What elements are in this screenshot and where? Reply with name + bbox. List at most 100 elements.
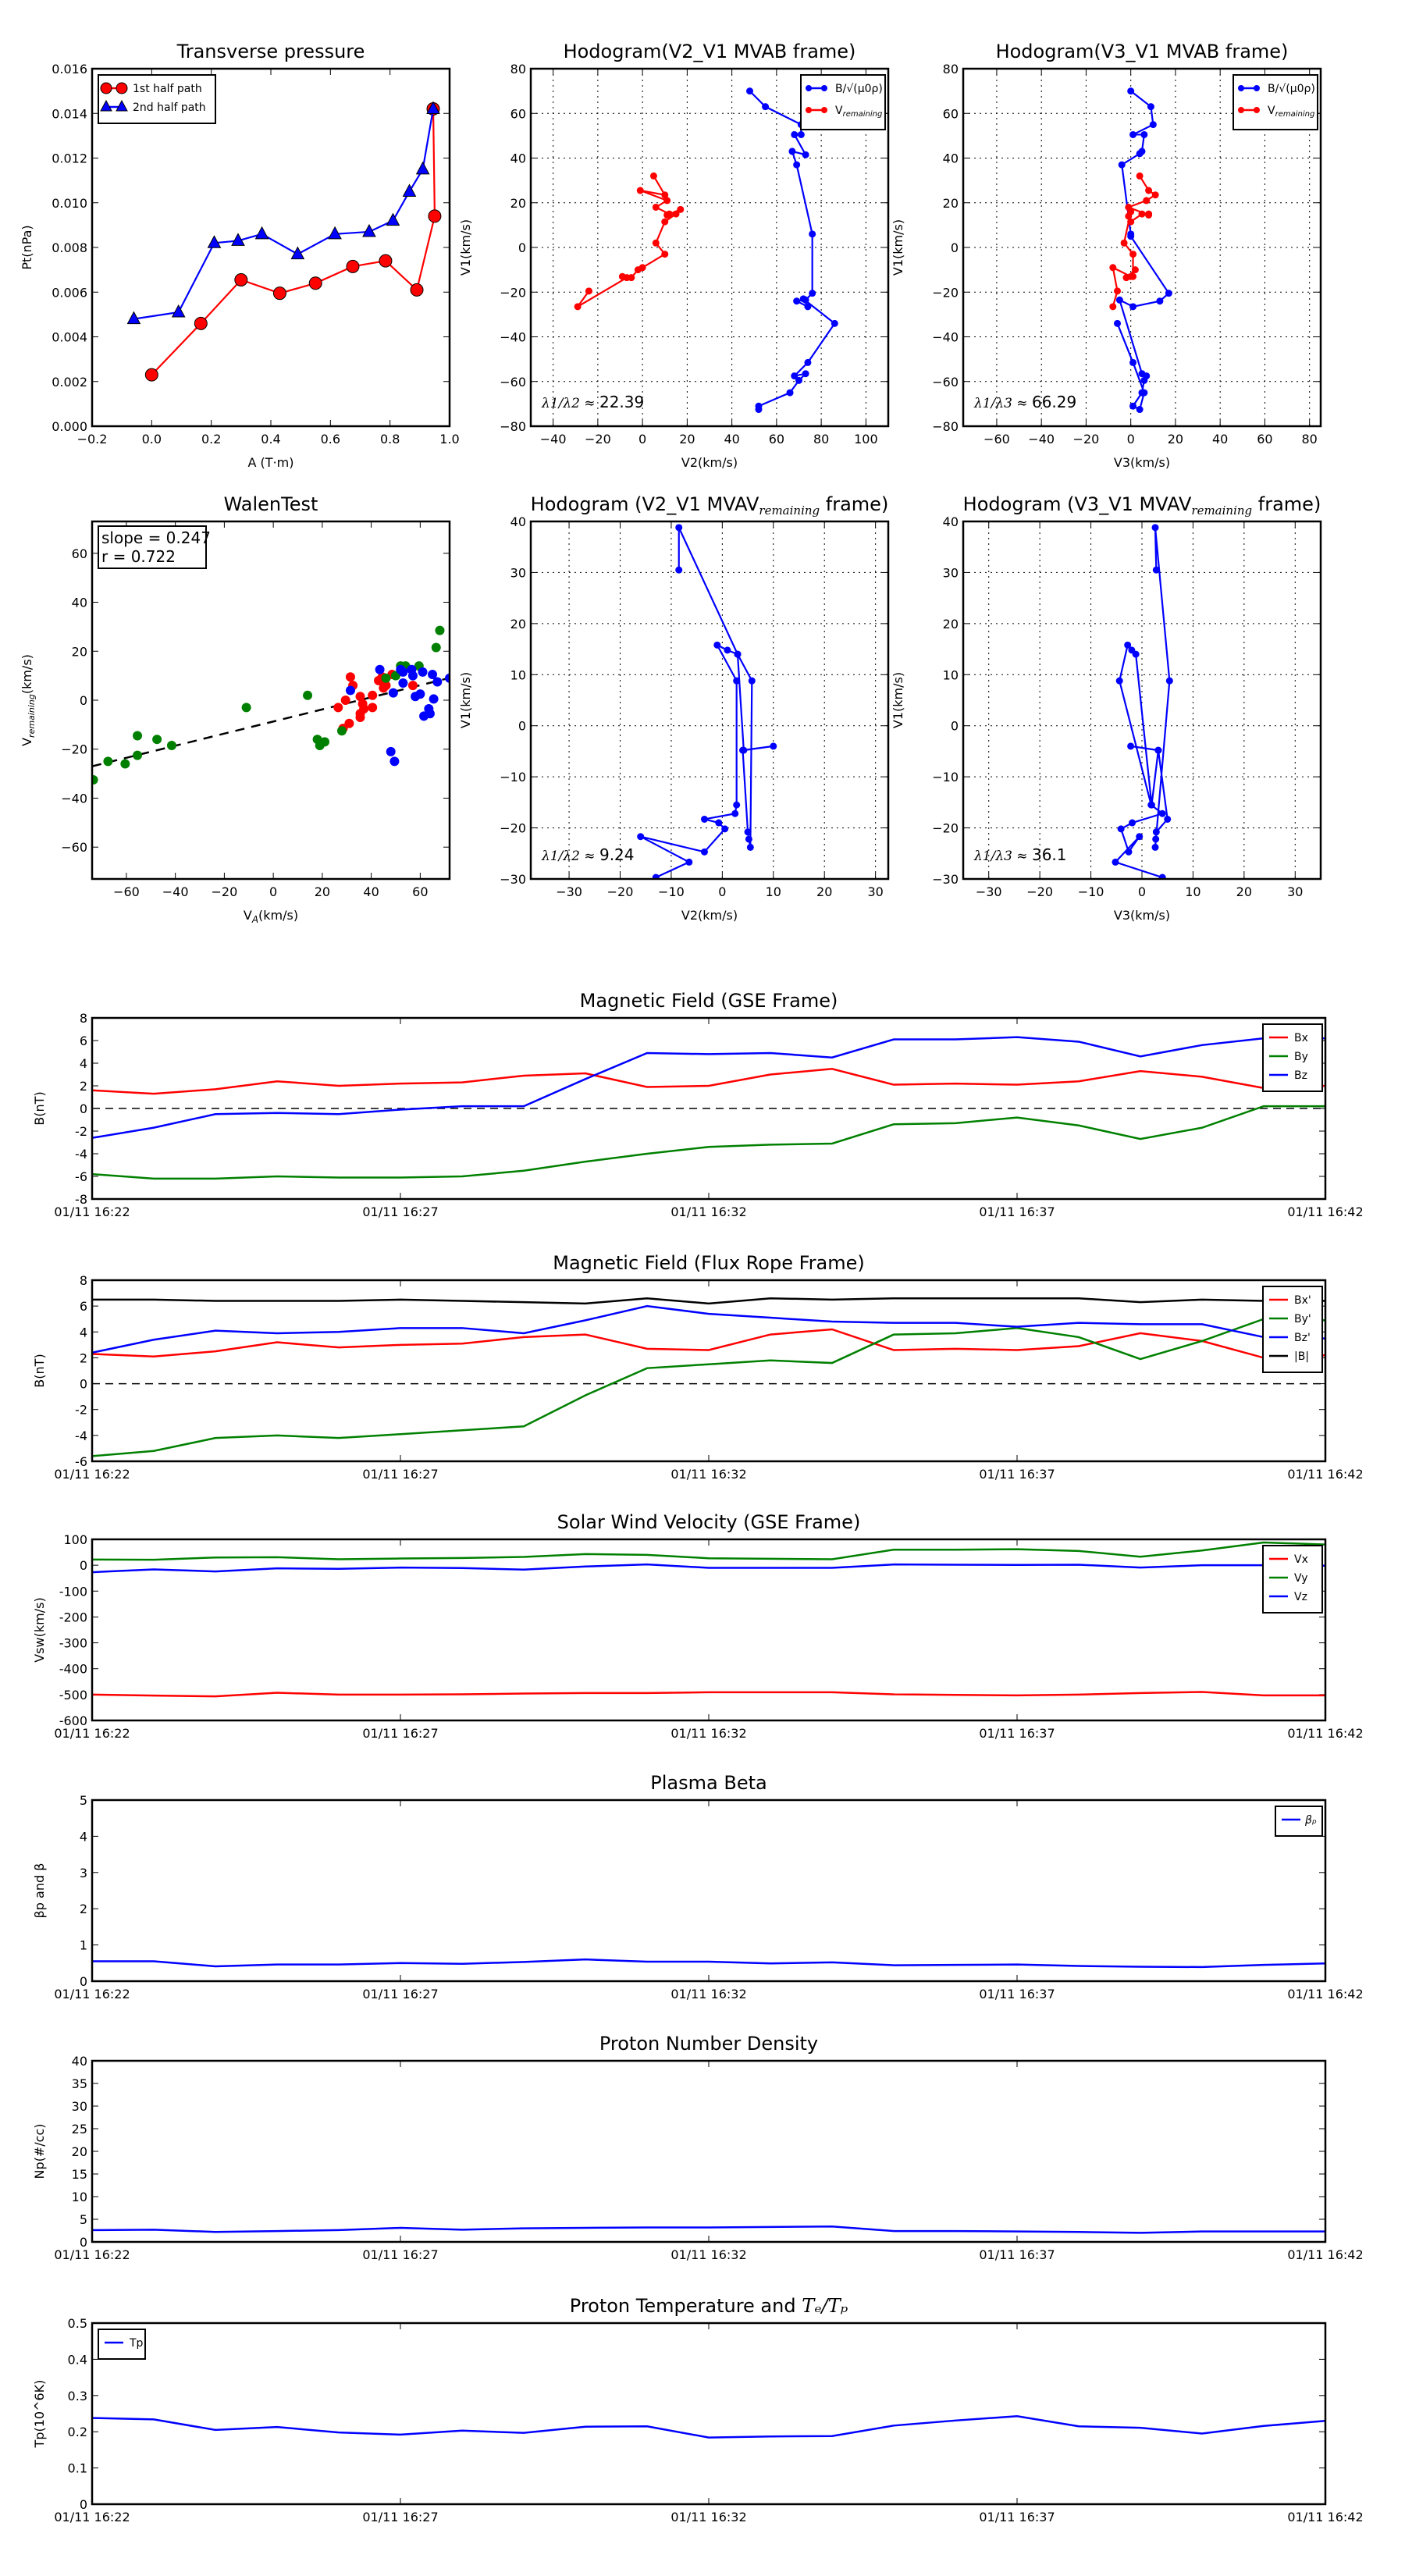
plot-area [92,1297,1325,1457]
eigenvalue-ratio-value: 66.29 [1032,393,1076,411]
x-tick-label: 40 [1212,432,1228,447]
y-tick-label: 60 [72,546,87,561]
data-point [362,223,376,237]
data-point [126,311,141,325]
plot-frame [962,67,1322,428]
series-line-Vy [92,1541,1325,1561]
data-point [445,673,450,683]
data-point [303,690,313,700]
legend-label: Vz [1294,1591,1307,1603]
legend-label: By [1294,1051,1308,1063]
y-tick-label: 0 [80,1101,87,1116]
data-point [804,303,812,311]
data-point [733,677,741,685]
legend-item: Bz [1269,1069,1307,1082]
data-point [429,694,439,704]
legend-item: By' [1269,1313,1311,1325]
legend-marker [116,99,128,112]
series-line-Bx [92,1067,1325,1095]
data-point [574,303,582,311]
x-tick-label: 01/11 16:37 [979,1726,1055,1741]
data-point [1158,809,1166,817]
x-tick-label: 01/11 16:27 [362,1467,438,1482]
x-tick-label: 01/11 16:27 [362,2247,438,2262]
data-point [407,671,418,681]
data-point [637,833,645,841]
legend-item: Vremaining [1238,105,1314,119]
y-tick-label: 0.2 [68,2425,87,2439]
data-point [1109,264,1117,272]
data-point [1136,172,1144,180]
data-point [652,239,660,247]
y-tick-label: 30 [943,565,959,580]
data-point [290,246,305,260]
y-tick-label: -500 [59,1688,87,1703]
chart-hodogram-v3v1-mvav: Hodogram (V3_V1 MVAVremaining frame) −30 −… [891,493,1322,923]
y-tick-label: 0 [80,1377,87,1392]
series-line-1st half path [151,109,436,375]
y-tick-label: -200 [59,1610,87,1624]
data-point [746,843,754,851]
legend-frame [1262,1286,1323,1373]
eigenvalue-ratio-value: 36.1 [1032,845,1067,864]
y-tick-label: 0.012 [52,151,87,166]
chart-transverse-pressure: Transverse pressure −0.2 0.0 0.2 0.4 0.6 0.8 1.… [20,41,460,470]
legend-frame [1275,1806,1323,1837]
chart-plasma-beta: Plasma Beta 01/11 16:22 01/11 16:27 01/11 1… [32,1772,1364,2001]
data-point [1152,828,1160,836]
data-point [713,641,721,649]
data-point [1151,191,1159,199]
legend-label: |B| [1294,1350,1309,1363]
legend: Bx' By' Bz' |B| [1262,1286,1323,1373]
x-tick-label: 0 [269,884,277,899]
stats-box-frame [98,525,207,569]
plot-frame [91,2322,1327,2506]
data-point [241,703,251,713]
x-tick-label: −30 [556,884,582,899]
x-axis-label: V3(km/s) [1114,455,1170,470]
x-tick-label: 01/11 16:27 [362,1726,438,1741]
chart-proton-number-density: Proton Number Density 01/11 16:22 01/11 16… [32,2033,1364,2262]
x-tick-label: 0 [718,884,726,899]
legend-item: 1st half path [100,82,202,95]
y-tick-label: 0 [518,719,526,734]
data-point [346,259,360,273]
data-point [715,819,723,827]
y-tick-label: 0 [80,2235,87,2250]
legend: βₚ [1275,1806,1323,1837]
y-axis-label: B(nT) [32,1354,47,1387]
series-line-Vx [92,1691,1325,1698]
legend-label-sub: remaining [843,110,883,119]
data-point [634,266,642,274]
legend-label: Bz [1294,1069,1307,1082]
data-point [1112,858,1119,866]
plot-frame [529,520,890,881]
x-tick-label: 0 [1127,432,1135,447]
legend-item: βₚ [1282,1814,1317,1827]
y-tick-label: 25 [72,2122,87,2137]
data-point [1127,272,1135,280]
data-point [386,746,396,756]
data-point [802,370,809,378]
x-tick-label: 80 [1302,432,1318,447]
series-line-B/√(μ0ρ) [1113,527,1171,879]
chart-title: Solar Wind Velocity (GSE Frame) [557,1511,861,1533]
legend-item: B/√(μ0ρ) [806,83,883,95]
data-point [1129,251,1137,258]
data-point [791,372,799,380]
data-point [1118,161,1126,169]
data-point [1140,130,1148,138]
y-tick-label: 60 [943,106,959,121]
x-tick-label: −40 [162,884,189,899]
data-point [425,709,435,719]
data-point [320,737,330,747]
y-tick-label: −20 [500,285,526,300]
data-point [355,712,365,722]
x-tick-label: 01/11 16:37 [979,1467,1055,1482]
x-tick-label: 01/11 16:27 [362,1204,438,1219]
x-tick-label: −20 [1026,884,1053,899]
x-tick-label: 20 [315,884,330,899]
y-tick-label: 8 [80,1011,87,1026]
